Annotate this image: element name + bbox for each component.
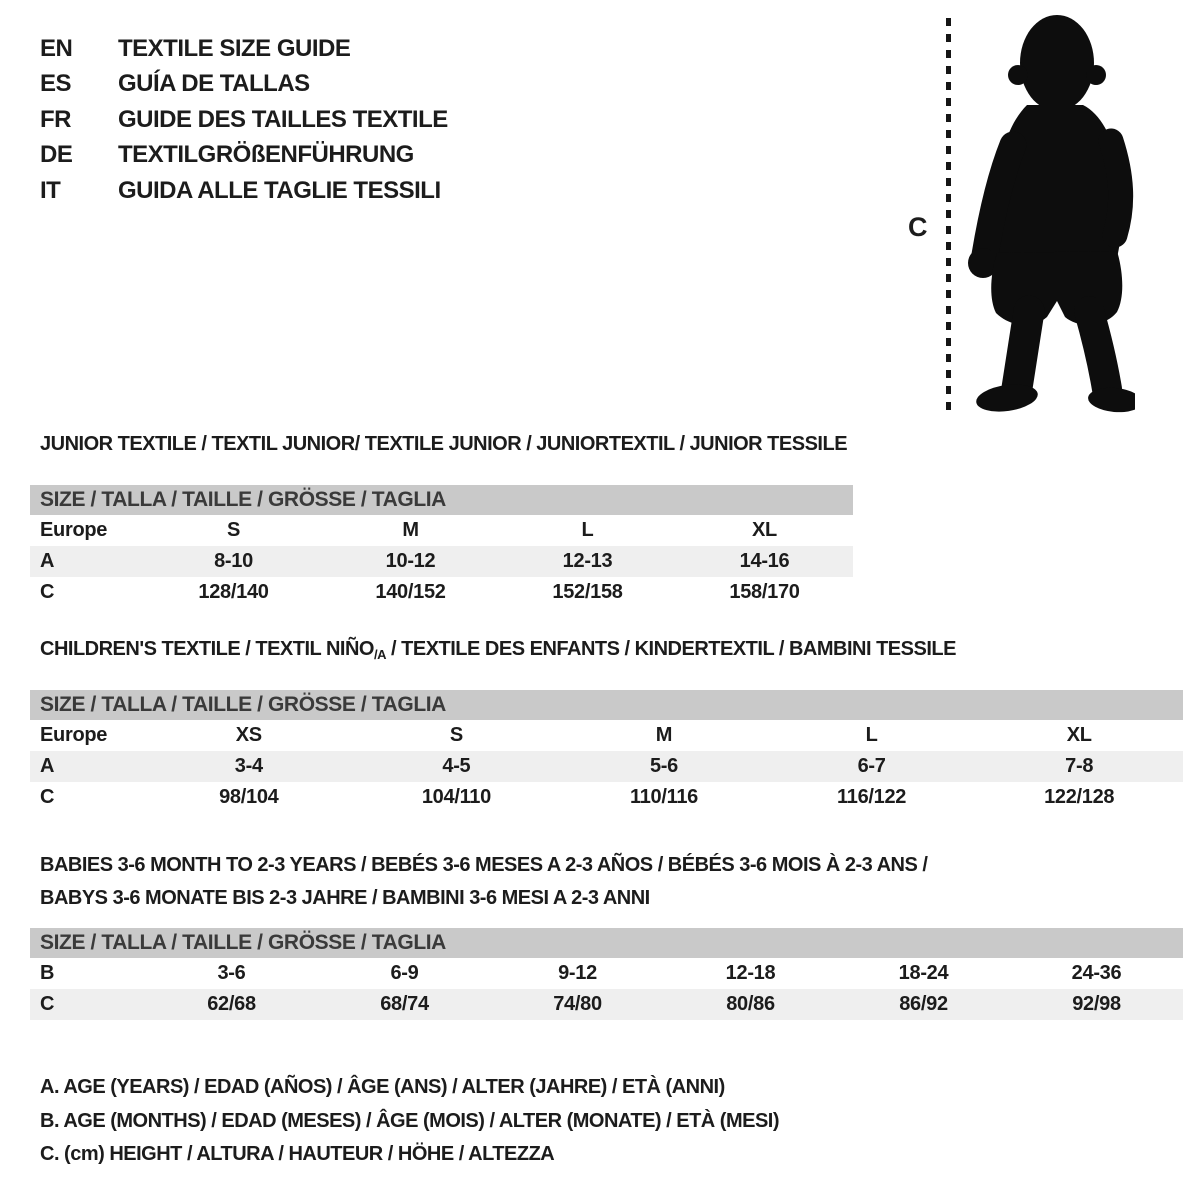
language-row-de: DE TEXTILGRÖßENFÜHRUNG — [40, 138, 448, 174]
size-header-bar: SIZE / TALLA / TAILLE / GRÖSSE / TAGLIA — [30, 690, 1183, 720]
babies-heading-line2: BABYS 3-6 MONATE BIS 2-3 JAHRE / BAMBINI… — [40, 887, 650, 909]
table-cell: 10-12 — [385, 550, 436, 572]
children-heading-text: / TEXTILE DES ENFANTS / KINDERTEXTIL / B… — [385, 638, 956, 660]
size-header-bar: SIZE / TALLA / TAILLE / GRÖSSE / TAGLIA — [30, 485, 853, 515]
table-cell: 122/128 — [1044, 786, 1115, 808]
table-cell: 158/170 — [729, 581, 800, 603]
language-code: DE — [40, 141, 73, 169]
language-row-it: IT GUIDA ALLE TAGLIE TESSILI — [40, 173, 448, 209]
table-row-height: C 128/140 140/152 152/158 158/170 — [30, 577, 853, 608]
language-code: EN — [40, 34, 73, 62]
row-label: C — [40, 786, 55, 808]
row-label: A — [40, 755, 55, 777]
table-cell: L — [865, 724, 878, 746]
babies-size-table: SIZE / TALLA / TAILLE / GRÖSSE / TAGLIA … — [30, 928, 1183, 1020]
table-cell: 6-9 — [390, 962, 419, 984]
table-cell: M — [402, 519, 419, 541]
legend-height-cm: C. (cm) HEIGHT / ALTURA / HAUTEUR / HÖHE… — [40, 1143, 555, 1166]
guide-title-fr: GUIDE DES TAILLES TEXTILE — [118, 105, 448, 133]
table-cell: 140/152 — [375, 581, 446, 603]
table-cell: 116/122 — [837, 786, 907, 808]
table-cell: 9-12 — [558, 962, 597, 984]
height-dashed-line — [946, 18, 951, 416]
babies-section-heading: BABIES 3-6 MONTH TO 2-3 YEARS / BEBÉS 3-… — [40, 849, 928, 915]
table-row-height: C 62/68 68/74 74/80 80/86 86/92 92/98 — [30, 989, 1183, 1020]
table-row-months: B 3-6 6-9 9-12 12-18 18-24 24-36 — [30, 958, 1183, 989]
guide-title-it: GUIDA ALLE TAGLIE TESSILI — [118, 176, 441, 204]
legend-age-months: B. AGE (MONTHS) / EDAD (MESES) / ÂGE (MO… — [40, 1109, 780, 1132]
table-cell: 104/110 — [421, 786, 491, 808]
table-cell: 8-10 — [214, 550, 253, 572]
table-cell: 62/68 — [207, 993, 256, 1015]
table-cell: S — [226, 519, 241, 541]
table-cell: 3-4 — [234, 755, 263, 777]
language-title-list: EN TEXTILE SIZE GUIDE ES GUÍA DE TALLAS … — [40, 31, 448, 209]
table-row-height: C 98/104 104/110 110/116 116/122 122/128 — [30, 782, 1183, 813]
children-heading-text: CHILDREN'S TEXTILE / TEXTIL NIÑO — [40, 638, 374, 660]
children-size-table: SIZE / TALLA / TAILLE / GRÖSSE / TAGLIA … — [30, 690, 1183, 813]
table-cell: XL — [752, 519, 777, 541]
language-row-fr: FR GUIDE DES TAILLES TEXTILE — [40, 102, 448, 138]
guide-title-de: TEXTILGRÖßENFÜHRUNG — [118, 141, 414, 169]
row-label: C — [40, 993, 55, 1015]
table-cell: 14-16 — [739, 550, 790, 572]
table-row-europe: Europe S M L XL — [30, 515, 853, 546]
table-cell: 110/116 — [629, 786, 698, 808]
table-row-age: A 3-4 4-5 5-6 6-7 7-8 — [30, 751, 1183, 782]
row-label: C — [40, 581, 55, 603]
table-cell: M — [655, 724, 673, 746]
table-cell: 74/80 — [553, 993, 602, 1015]
junior-section-heading: JUNIOR TEXTILE / TEXTIL JUNIOR/ TEXTILE … — [40, 433, 848, 455]
table-cell: XS — [235, 724, 262, 746]
measurement-legend: A. AGE (YEARS) / EDAD (AÑOS) / ÂGE (ANS)… — [40, 1071, 780, 1172]
table-cell: 128/140 — [198, 581, 269, 603]
table-cell: 7-8 — [1065, 755, 1094, 777]
table-cell: 4-5 — [442, 755, 471, 777]
table-cell: S — [449, 724, 463, 746]
row-label: B — [40, 962, 55, 984]
guide-title-es: GUÍA DE TALLAS — [118, 70, 310, 98]
height-measure-label: C — [908, 212, 928, 242]
language-code: FR — [40, 105, 72, 133]
table-cell: XL — [1066, 724, 1092, 746]
language-code: ES — [40, 70, 72, 98]
table-cell: 12-13 — [562, 550, 613, 572]
table-cell: 24-36 — [1071, 962, 1122, 984]
language-row-en: EN TEXTILE SIZE GUIDE — [40, 31, 448, 67]
table-cell: 80/86 — [726, 993, 775, 1015]
table-cell: 152/158 — [552, 581, 623, 603]
table-cell: 3-6 — [217, 962, 246, 984]
guide-title-en: TEXTILE SIZE GUIDE — [118, 34, 351, 62]
legend-age-years: A. AGE (YEARS) / EDAD (AÑOS) / ÂGE (ANS)… — [40, 1076, 725, 1099]
table-cell: 86/92 — [899, 993, 948, 1015]
table-cell: 12-18 — [725, 962, 776, 984]
row-label: Europe — [40, 519, 108, 541]
table-cell: 98/104 — [219, 786, 279, 808]
children-section-heading: CHILDREN'S TEXTILE / TEXTIL NIÑO/A / TEX… — [40, 638, 956, 662]
table-cell: 18-24 — [898, 962, 949, 984]
junior-size-table: SIZE / TALLA / TAILLE / GRÖSSE / TAGLIA … — [30, 485, 853, 608]
table-cell: L — [581, 519, 594, 541]
language-code: IT — [40, 176, 61, 204]
toddler-silhouette-image — [968, 15, 1135, 413]
table-cell: 6-7 — [857, 755, 886, 777]
row-label: Europe — [40, 724, 108, 746]
table-row-europe: Europe XS S M L XL — [30, 720, 1183, 751]
babies-heading-line1: BABIES 3-6 MONTH TO 2-3 YEARS / BEBÉS 3-… — [40, 854, 928, 876]
size-header-bar: SIZE / TALLA / TAILLE / GRÖSSE / TAGLIA — [30, 928, 1183, 958]
table-cell: 5-6 — [649, 755, 678, 777]
table-row-age: A 8-10 10-12 12-13 14-16 — [30, 546, 853, 577]
table-cell: 68/74 — [380, 993, 429, 1015]
table-cell: 92/98 — [1072, 993, 1121, 1015]
language-row-es: ES GUÍA DE TALLAS — [40, 67, 448, 103]
children-heading-sub: /A — [373, 647, 387, 662]
row-label: A — [40, 550, 55, 572]
